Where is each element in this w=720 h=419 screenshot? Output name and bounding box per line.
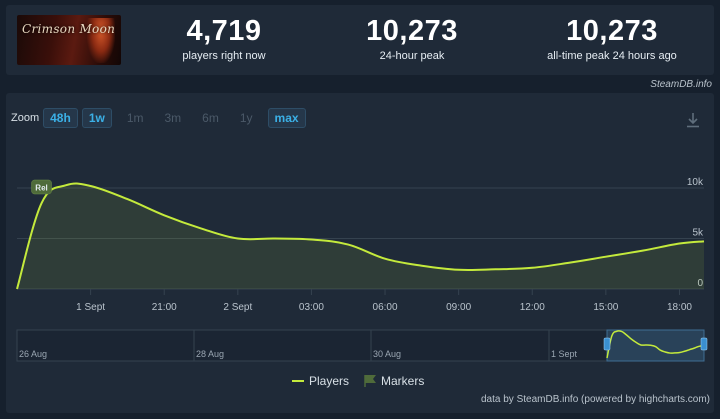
stat-current-value: 4,719 [186,15,262,47]
stats-panel: Crimson Moon 4,719 players right now 10,… [6,5,714,75]
zoom-button-1m[interactable]: 1m [126,111,144,125]
x-tick-label: 1 Sept [76,302,105,313]
game-header-image[interactable]: Crimson Moon [17,15,121,65]
legend-item-players[interactable]: Players [292,374,349,388]
x-tick-label: 03:00 [299,302,324,313]
y-axis-labels: 10k 5k 0 [687,177,704,289]
navigator[interactable]: 26 Aug 28 Aug 30 Aug 1 Sept [16,329,708,362]
zoom-button-1y[interactable]: 1y [239,111,253,125]
flag-icon [364,375,377,387]
legend-markers-label: Markers [381,374,425,388]
chart-grid [17,187,704,290]
chart-credits[interactable]: data by SteamDB.info (powered by highcha… [481,394,710,405]
navigator-tick-label: 30 Aug [373,349,401,359]
x-tick-label: 21:00 [152,302,177,313]
zoom-button-max[interactable]: max [267,108,306,128]
navigator-handle-left [603,337,611,351]
navigator-tick-label: 1 Sept [551,349,578,359]
x-tick-label: 12:00 [520,302,545,313]
download-icon[interactable] [686,112,700,128]
navigator-handle-right [700,337,708,351]
zoom-label: Zoom [11,112,40,124]
navigator-series-line [606,330,705,359]
y-tick-label: 10k [687,177,704,188]
legend-players-label: Players [309,374,350,388]
zoom-button-6m[interactable]: 6m [202,111,219,125]
game-character-art [87,18,115,63]
stat-current-players: 4,719 players right now [134,15,314,62]
y-tick-label: 5k [692,228,704,239]
x-tick-label: 2 Sept [223,302,252,313]
players-area [17,183,704,289]
players-series-line[interactable] [16,182,705,290]
stat-24h-label: 24-hour peak [379,50,445,62]
y-tick-label: 0 [697,278,703,289]
x-tick-label: 15:00 [593,302,618,313]
stat-24h-peak: 10,273 24-hour peak [322,15,502,62]
marker-label: Rel [35,184,47,193]
chart-legend: Players Markers [292,374,438,388]
release-marker: Rel [31,179,52,195]
game-logo: Crimson Moon [22,22,116,36]
x-axis-labels: 1 Sept 21:00 2 Sept 03:00 06:00 09:00 12:00 15:… [76,289,692,313]
stat-current-label: players right now [182,50,266,62]
x-tick-label: 06:00 [373,302,398,313]
navigator-tick-label: 26 Aug [19,349,47,359]
legend-item-markers[interactable]: Markers [363,374,424,388]
legend-line-icon [292,380,304,382]
stat-all-time-value: 10,273 [566,15,658,47]
navigator-selection [606,329,705,362]
source-tag[interactable]: SteamDB.info [650,79,712,90]
zoom-bar: Zoom 48h 1w 1m 3m 6m 1y max [11,108,310,128]
zoom-button-48h[interactable]: 48h [43,108,78,128]
navigator-tick-label: 28 Aug [196,349,224,359]
x-tick-label: 09:00 [446,302,471,313]
stat-all-time-label: all-time peak 24 hours ago [547,50,677,62]
stat-24h-value: 10,273 [366,15,458,47]
x-tick-label: 18:00 [667,302,692,313]
zoom-button-3m[interactable]: 3m [164,111,182,125]
zoom-button-1w[interactable]: 1w [81,108,112,128]
stat-all-time-peak: 10,273 all-time peak 24 hours ago [522,15,702,62]
marker-flag [31,179,52,195]
navigator-track [16,329,705,362]
chart-markers: Rel [31,179,52,195]
